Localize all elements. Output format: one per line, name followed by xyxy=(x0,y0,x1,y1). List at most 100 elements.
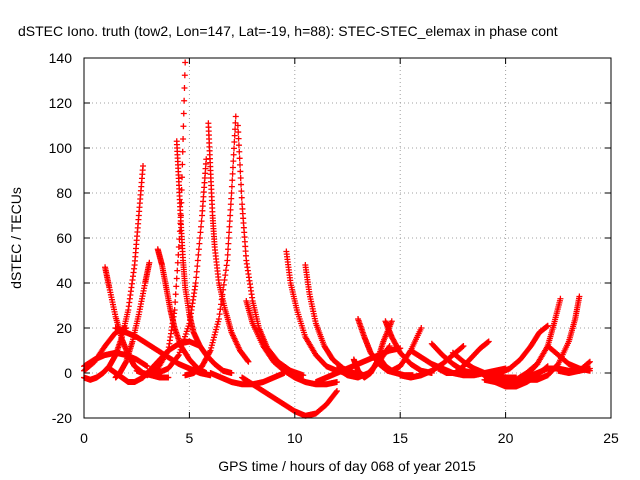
data-point xyxy=(224,257,231,264)
data-point xyxy=(460,343,467,349)
data-point xyxy=(236,148,243,155)
data-point xyxy=(181,72,188,79)
chart-title: dSTEC Iono. truth (tow2, Lon=147, Lat=-1… xyxy=(18,23,558,39)
data-point xyxy=(232,113,239,120)
data-point xyxy=(586,367,593,374)
data-point xyxy=(245,358,252,365)
data-point xyxy=(485,338,492,345)
y-tick-label: 20 xyxy=(56,320,72,336)
data-point xyxy=(179,148,186,155)
data-point xyxy=(227,206,234,213)
data-point xyxy=(180,123,187,130)
data-point xyxy=(196,240,203,247)
x-tick-label: 0 xyxy=(80,430,88,446)
series-38 xyxy=(555,358,593,376)
data-point xyxy=(222,272,229,279)
series-10 xyxy=(173,138,235,376)
series-7 xyxy=(112,325,214,379)
data-point xyxy=(557,295,564,302)
data-point xyxy=(229,164,236,171)
data-point xyxy=(222,267,229,274)
data-point xyxy=(193,268,200,275)
data-point xyxy=(140,163,147,169)
data-point xyxy=(181,97,188,104)
data-point xyxy=(225,246,232,253)
data-point xyxy=(231,145,238,152)
x-tick-label: 25 xyxy=(603,430,619,446)
y-tick-label: 140 xyxy=(49,50,73,66)
data-point xyxy=(226,218,233,225)
data-point xyxy=(225,240,232,247)
data-point xyxy=(235,129,242,136)
data-point xyxy=(193,274,200,281)
data-point xyxy=(224,251,231,258)
data-point xyxy=(226,223,233,230)
x-tick-labels: 0 5 10 15 20 25 xyxy=(80,430,619,446)
data-point xyxy=(576,293,583,300)
data-point xyxy=(230,158,237,165)
data-point xyxy=(179,174,186,181)
series-24 xyxy=(376,325,425,374)
data-point xyxy=(586,358,593,365)
series-14 xyxy=(234,122,307,379)
series-36 xyxy=(523,293,583,383)
data-point xyxy=(385,344,392,351)
series-13 xyxy=(182,113,239,379)
data-point xyxy=(237,168,244,175)
y-tick-label: 80 xyxy=(56,185,72,201)
data-point xyxy=(197,223,204,230)
data-point xyxy=(226,229,233,236)
data-point xyxy=(174,267,181,274)
data-point xyxy=(418,325,425,331)
data-point xyxy=(225,235,232,241)
data-point xyxy=(197,229,204,236)
data-point xyxy=(195,251,202,258)
series-33 xyxy=(485,322,551,379)
data-point xyxy=(144,363,151,370)
data-point xyxy=(174,353,181,360)
data-point xyxy=(236,155,243,162)
y-tick-label: 120 xyxy=(49,95,73,111)
x-tick-label: 15 xyxy=(392,430,408,446)
data-point xyxy=(146,259,153,266)
data-point xyxy=(229,177,236,184)
x-axis-label: GPS time / hours of day 068 of year 2015 xyxy=(218,458,476,474)
data-point xyxy=(198,218,205,225)
data-point xyxy=(220,281,227,288)
data-point xyxy=(194,263,201,270)
data-point xyxy=(228,195,235,202)
y-tick-label: 100 xyxy=(49,140,73,156)
data-point xyxy=(219,291,226,298)
data-point xyxy=(234,122,241,129)
data-point xyxy=(386,343,393,349)
data-point xyxy=(182,59,189,66)
y-tick-label: -20 xyxy=(52,410,72,426)
data-point xyxy=(586,359,593,366)
data-point xyxy=(228,370,235,376)
data-point xyxy=(223,262,230,269)
data-point xyxy=(172,291,179,298)
data-point xyxy=(238,188,245,195)
y-axis-label: dSTEC / TECUs xyxy=(8,187,24,289)
data-point xyxy=(220,286,227,293)
data-point xyxy=(228,190,235,196)
data-point xyxy=(230,151,237,158)
data-marks xyxy=(81,59,593,419)
data-point xyxy=(181,85,188,91)
data-point xyxy=(216,311,223,318)
data-point xyxy=(235,135,242,142)
data-point xyxy=(388,318,395,325)
data-point xyxy=(227,212,234,219)
series-18 xyxy=(283,248,351,376)
data-point xyxy=(180,136,187,142)
data-point xyxy=(244,357,251,364)
series-16 xyxy=(239,374,340,419)
data-point xyxy=(194,257,201,264)
series-17 xyxy=(243,298,340,388)
x-tick-label: 5 xyxy=(186,430,194,446)
axis-ticks xyxy=(83,57,612,419)
data-point xyxy=(173,275,180,282)
data-point xyxy=(206,348,213,355)
data-point xyxy=(231,132,238,139)
